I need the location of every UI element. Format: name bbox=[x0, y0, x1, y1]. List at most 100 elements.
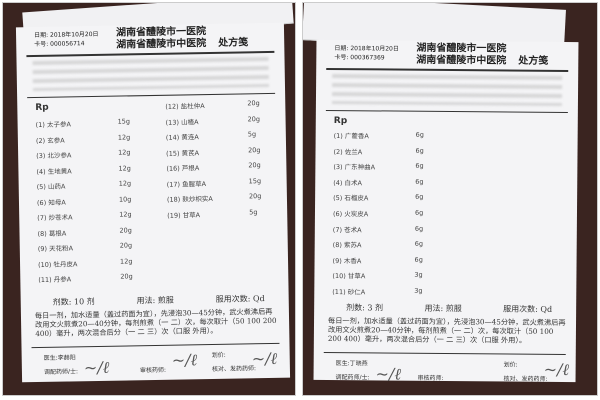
redacted-patient-info bbox=[32, 56, 270, 92]
item-number: (18) bbox=[166, 195, 181, 204]
item-name: 火炭皮A bbox=[344, 210, 369, 219]
item-dose: 20g bbox=[248, 145, 261, 154]
item-name: 山药A bbox=[47, 182, 66, 191]
item-dose: 6g bbox=[415, 146, 424, 155]
item-dose: 10g bbox=[118, 194, 132, 204]
signature-review: ~/ℓ bbox=[171, 350, 198, 370]
item-dose: 15g bbox=[248, 176, 262, 185]
freq-value: Qd bbox=[252, 294, 265, 304]
hospital-name: 湖南省醴陵市一医院 湖南省醴陵市中医院 处方笺 bbox=[116, 25, 248, 51]
item-name: 石榴皮A bbox=[344, 194, 369, 203]
list-item: (12) 盐杜仲A 20g bbox=[165, 99, 259, 111]
item-number: (6) bbox=[332, 210, 343, 219]
item-name: 佐兰A bbox=[344, 147, 363, 156]
item-dose: 6g bbox=[415, 177, 424, 186]
item-name: 太子参A bbox=[46, 120, 71, 129]
list-item: (5) 石榴皮A 6g bbox=[333, 192, 423, 203]
list-item: (7) 炒苍术A 12g bbox=[37, 210, 131, 223]
item-dose: 5g bbox=[249, 207, 258, 216]
list-item: (3) 北沙参A 12g bbox=[36, 148, 130, 160]
item-number: (19) bbox=[167, 211, 181, 220]
usage-label: 用法: bbox=[136, 295, 156, 306]
item-number: (1) bbox=[35, 120, 45, 130]
item-dose: 6g bbox=[414, 239, 424, 248]
item-name: 木香A bbox=[343, 256, 362, 266]
item-name: 甘草A bbox=[182, 210, 201, 219]
list-item: (19) 甘草A 5g bbox=[167, 208, 257, 220]
dosage-field: 用法: 煎服 bbox=[137, 295, 174, 307]
item-dose: 3g bbox=[414, 286, 423, 295]
doctor-name: 李赫阳 bbox=[57, 354, 76, 362]
card-number: 卡号: 000367369 bbox=[334, 54, 385, 62]
list-item: (8) 葛根A 20g bbox=[37, 226, 131, 238]
item-dose: 20g bbox=[248, 161, 261, 170]
item-dose: 20g bbox=[119, 241, 133, 250]
item-number: (9) bbox=[332, 256, 342, 265]
doses-label: 剂数: bbox=[52, 297, 72, 307]
review-label: 审核药师: bbox=[417, 374, 444, 382]
list-item: (17) 鱼腥草A 15g bbox=[166, 177, 261, 189]
list-item: (14) 黄连A 5g bbox=[165, 130, 256, 142]
list-item: (16) 芦根A 20g bbox=[166, 161, 260, 173]
list-item: (4) 白术A 6g bbox=[333, 177, 423, 188]
item-dose: 12g bbox=[119, 256, 133, 266]
rp-label: Rp bbox=[333, 116, 348, 127]
list-item: (13) 山楂A 20g bbox=[165, 115, 260, 127]
list-item: (11) 丹参A 20g bbox=[38, 272, 132, 285]
item-number: (6) bbox=[36, 198, 47, 207]
list-item: (7) 苍术A 6g bbox=[333, 224, 423, 234]
rp-label: Rp bbox=[35, 102, 49, 114]
usage-label: 用法: bbox=[424, 303, 444, 313]
item-dose: 20g bbox=[247, 114, 261, 123]
item-name: 北沙参A bbox=[47, 151, 72, 160]
usage-value: 煎服 bbox=[157, 295, 174, 305]
header-info: 日期: 2018年10月20日 卡号: 000056714 bbox=[34, 30, 99, 49]
card-number: 卡号: 000056714 bbox=[34, 40, 85, 49]
dosage-row: 剂数: 3 剂 用法: 煎服 服用次数: Qd bbox=[328, 302, 566, 315]
doctor-field: 医生:李赫阳 bbox=[44, 352, 76, 362]
item-name: 炒苍术A bbox=[48, 213, 73, 222]
doses-label: 剂数: bbox=[346, 303, 365, 313]
item-number: (12) bbox=[165, 102, 179, 111]
item-number: (14) bbox=[165, 133, 180, 142]
item-name: 玄参A bbox=[47, 136, 65, 145]
item-number: (3) bbox=[333, 163, 343, 172]
item-number: (11) bbox=[38, 275, 52, 285]
list-item: (6) 火炭皮A 6g bbox=[332, 208, 423, 219]
doctor-label: 医生: bbox=[43, 354, 58, 362]
item-dose: 12g bbox=[118, 163, 131, 173]
doctor-name: 丁晓燕 bbox=[349, 360, 368, 368]
header-info: 日期: 2018年10月20日 卡号: 000367369 bbox=[334, 44, 399, 63]
dosage-field: 剂数: 10 剂 bbox=[53, 296, 95, 308]
item-number: (7) bbox=[37, 213, 47, 223]
signature-check: ~/ℓ bbox=[543, 359, 570, 380]
item-name: 黄连A bbox=[181, 133, 199, 142]
doses-value: 10 剂 bbox=[73, 297, 95, 307]
item-number: (2) bbox=[35, 136, 46, 145]
item-name: 丹参A bbox=[53, 275, 72, 284]
item-dose: 20g bbox=[119, 225, 132, 235]
prescription-photo-left: 日期: 2018年10月20日 卡号: 000056714 湖南省醴陵市一医院 湖南省… bbox=[2, 2, 296, 396]
footer-rule bbox=[323, 351, 566, 356]
item-name: 苍术A bbox=[344, 225, 362, 234]
price-label: 划价: bbox=[503, 361, 518, 369]
instructions: 每日一剂，加水适量（盖过药面为宜），先浸泡30—45分钟，武火煮沸后再改用文火煎… bbox=[327, 315, 566, 345]
item-number: (13) bbox=[165, 118, 180, 127]
item-name: 广藿香A bbox=[344, 132, 369, 141]
hospital-line-2: 湖南省醴陵市中医院 处方笺 bbox=[416, 55, 548, 68]
item-name: 葛根A bbox=[48, 229, 67, 238]
freq-label: 服用次数: bbox=[503, 304, 538, 314]
freq-value: Qd bbox=[540, 304, 553, 314]
hospital-line-1: 湖南省醴陵市一医院 bbox=[416, 42, 507, 55]
item-number: (5) bbox=[36, 182, 46, 192]
hospital-line-2-text: 湖南省醴陵市中医院 bbox=[116, 38, 207, 51]
item-number: (17) bbox=[166, 180, 181, 189]
header-rule bbox=[326, 67, 569, 73]
item-number: (15) bbox=[166, 149, 180, 158]
item-name: 知母A bbox=[48, 198, 66, 207]
list-item: (6) 知母A 10g bbox=[36, 195, 131, 207]
item-number: (5) bbox=[333, 194, 343, 203]
item-number: (16) bbox=[166, 164, 180, 173]
freq-label: 服用次数: bbox=[215, 294, 251, 304]
item-dose: 6g bbox=[414, 255, 423, 264]
